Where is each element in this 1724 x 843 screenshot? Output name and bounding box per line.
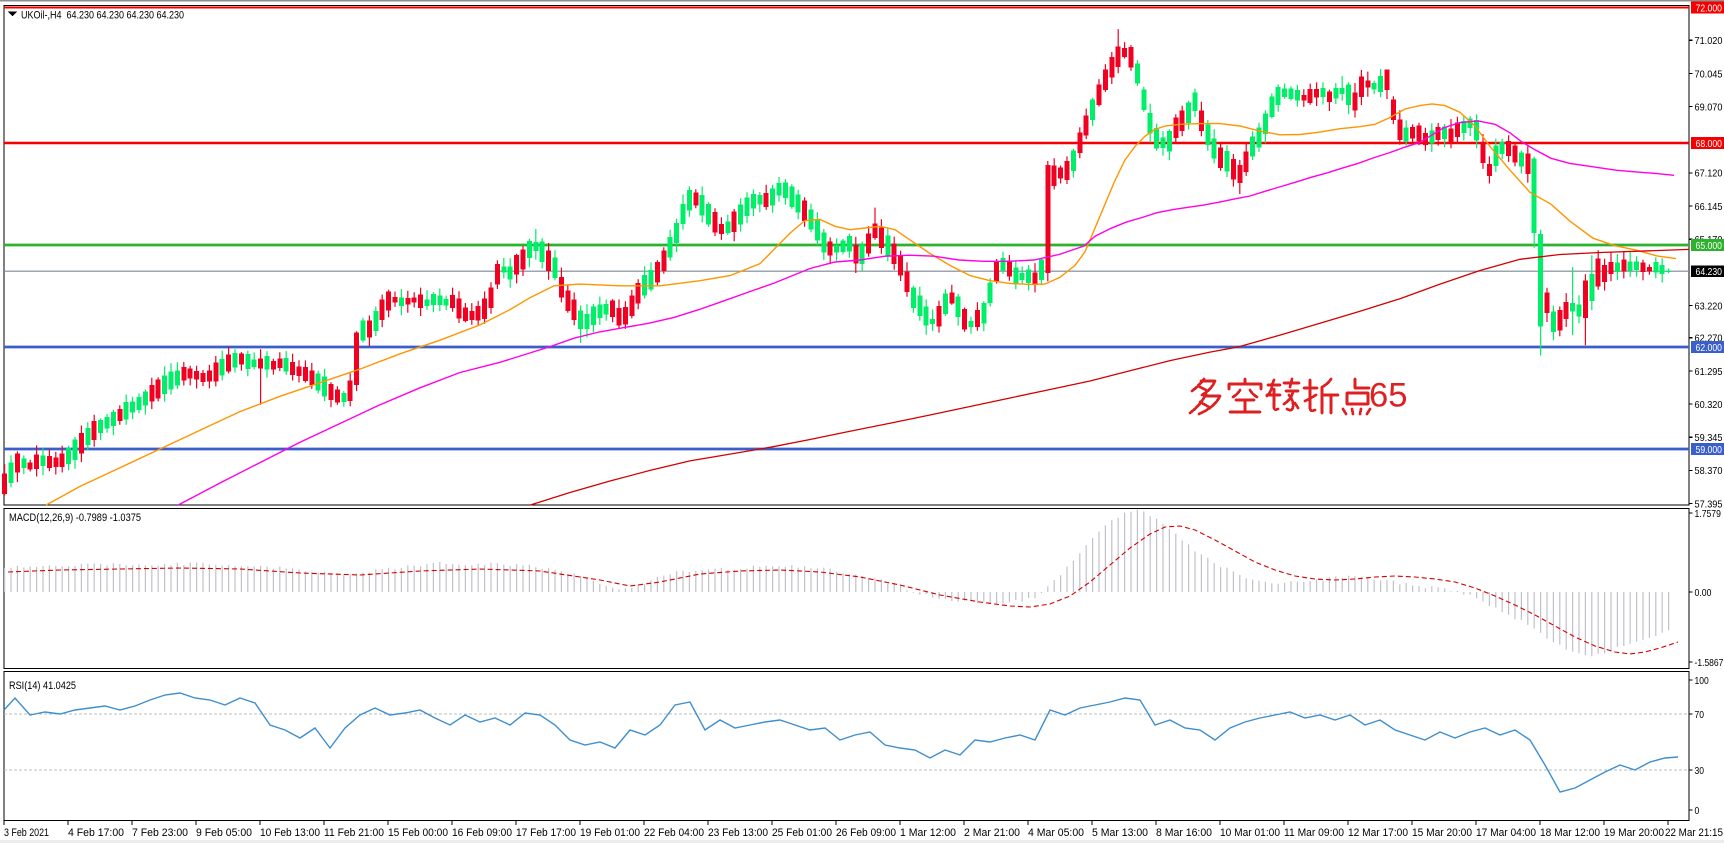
svg-text:5 Mar 13:00: 5 Mar 13:00 (1092, 827, 1148, 839)
svg-text:UKOil-,H4 64.230 64.230 64.23: UKOil-,H4 64.230 64.230 64.230 64.230 (21, 10, 184, 22)
svg-text:7 Feb 23:00: 7 Feb 23:00 (132, 827, 188, 839)
svg-text:19 Mar 20:00: 19 Mar 20:00 (1604, 827, 1664, 839)
svg-text:68.000: 68.000 (1696, 138, 1723, 150)
svg-text:4 Feb 17:00: 4 Feb 17:00 (68, 827, 124, 839)
svg-text:18 Mar 12:00: 18 Mar 12:00 (1540, 827, 1600, 839)
svg-text:25 Feb 01:00: 25 Feb 01:00 (772, 827, 832, 839)
svg-text:4 Mar 05:00: 4 Mar 05:00 (1028, 827, 1084, 839)
svg-text:62.000: 62.000 (1696, 342, 1723, 354)
svg-text:26 Feb 09:00: 26 Feb 09:00 (836, 827, 896, 839)
svg-text:64.230: 64.230 (1696, 266, 1723, 278)
svg-text:60.320: 60.320 (1695, 399, 1723, 411)
svg-text:15 Feb 00:00: 15 Feb 00:00 (388, 827, 448, 839)
svg-text:RSI(14) 41.0425: RSI(14) 41.0425 (9, 680, 76, 692)
svg-text:17 Mar 04:00: 17 Mar 04:00 (1476, 827, 1536, 839)
svg-text:59.345: 59.345 (1695, 432, 1723, 444)
svg-text:8 Mar 16:00: 8 Mar 16:00 (1156, 827, 1212, 839)
svg-text:59.000: 59.000 (1696, 444, 1723, 456)
svg-text:12 Mar 17:00: 12 Mar 17:00 (1348, 827, 1408, 839)
svg-text:67.120: 67.120 (1695, 168, 1723, 180)
svg-text:57.395: 57.395 (1695, 498, 1723, 510)
svg-text:70: 70 (1695, 709, 1705, 721)
svg-text:15 Mar 20:00: 15 Mar 20:00 (1412, 827, 1472, 839)
svg-text:2 Mar 21:00: 2 Mar 21:00 (964, 827, 1020, 839)
svg-text:10 Mar 01:00: 10 Mar 01:00 (1220, 827, 1280, 839)
svg-text:58.370: 58.370 (1695, 465, 1723, 477)
svg-text:30: 30 (1695, 765, 1705, 777)
svg-text:0.00: 0.00 (1695, 587, 1712, 599)
svg-text:23 Feb 13:00: 23 Feb 13:00 (708, 827, 768, 839)
svg-text:-1.5867: -1.5867 (1695, 657, 1724, 669)
svg-text:3 Feb 2021: 3 Feb 2021 (4, 827, 49, 839)
svg-text:11 Feb 21:00: 11 Feb 21:00 (324, 827, 384, 839)
svg-text:16 Feb 09:00: 16 Feb 09:00 (452, 827, 512, 839)
svg-text:17 Feb 17:00: 17 Feb 17:00 (516, 827, 576, 839)
svg-text:69.070: 69.070 (1695, 101, 1723, 113)
svg-text:MACD(12,26,9) -0.7989 -1.0375: MACD(12,26,9) -0.7989 -1.0375 (9, 512, 141, 524)
svg-text:1 Mar 12:00: 1 Mar 12:00 (900, 827, 956, 839)
svg-text:19 Feb 01:00: 19 Feb 01:00 (580, 827, 640, 839)
svg-text:11 Mar 09:00: 11 Mar 09:00 (1284, 827, 1344, 839)
svg-text:66.145: 66.145 (1695, 201, 1723, 213)
svg-text:63.220: 63.220 (1695, 300, 1723, 312)
svg-text:71.020: 71.020 (1695, 35, 1723, 47)
svg-text:22 Feb 04:00: 22 Feb 04:00 (644, 827, 704, 839)
svg-text:65: 65 (1369, 377, 1408, 415)
svg-text:70.045: 70.045 (1695, 68, 1723, 80)
svg-text:61.295: 61.295 (1695, 366, 1723, 378)
svg-text:10 Feb 13:00: 10 Feb 13:00 (260, 827, 320, 839)
svg-text:100: 100 (1695, 675, 1709, 687)
svg-text:0: 0 (1695, 805, 1700, 817)
svg-text:9 Feb 05:00: 9 Feb 05:00 (196, 827, 252, 839)
svg-text:65.000: 65.000 (1696, 240, 1723, 252)
svg-text:22 Mar 21:15: 22 Mar 21:15 (1665, 827, 1723, 839)
svg-text:72.000: 72.000 (1696, 3, 1723, 15)
svg-text:1.7579: 1.7579 (1695, 508, 1722, 520)
